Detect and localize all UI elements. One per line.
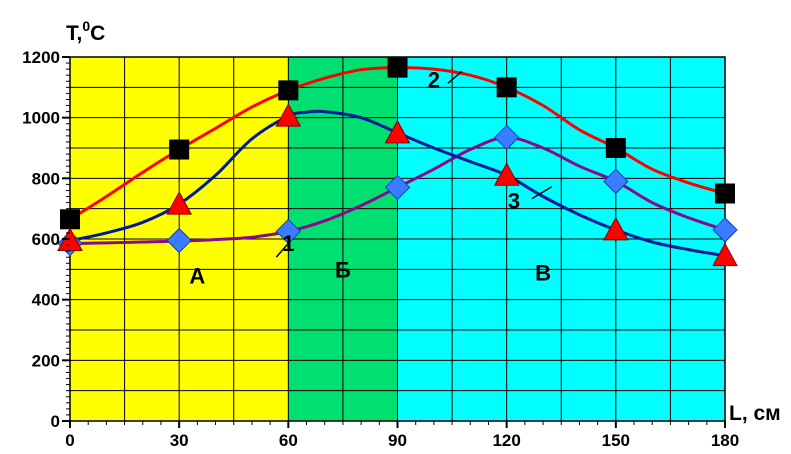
y-tick-label: 400 xyxy=(32,291,60,310)
zone-2-label: Б xyxy=(335,257,351,282)
y-axis-label-sup: 0 xyxy=(82,18,90,34)
series-2-point xyxy=(497,77,517,97)
x-tick-label: 180 xyxy=(711,431,739,450)
series-3-label: 3 xyxy=(508,189,520,214)
x-tick-label: 30 xyxy=(170,431,189,450)
y-tick-label: 1200 xyxy=(22,48,60,67)
series-2-point xyxy=(715,184,735,204)
x-tick-label: 0 xyxy=(65,431,74,450)
y-axis-label-unit: C xyxy=(90,22,105,45)
zone-1-label: А xyxy=(189,263,205,288)
y-axis-label-main: T, xyxy=(66,22,82,45)
x-tick-label: 150 xyxy=(602,431,630,450)
series-2-point xyxy=(60,209,80,229)
series-2-point xyxy=(278,80,298,100)
series-2-point xyxy=(169,140,189,160)
zone-3-label: В xyxy=(535,260,551,285)
x-axis-label: L, см xyxy=(729,402,781,425)
x-tick-label: 60 xyxy=(279,431,298,450)
y-tick-label: 1000 xyxy=(22,109,60,128)
x-tick-label: 90 xyxy=(388,431,407,450)
y-axis-label: T,0C xyxy=(66,18,105,45)
y-tick-label: 800 xyxy=(32,169,60,188)
y-tick-label: 200 xyxy=(32,351,60,370)
y-tick-label: 0 xyxy=(51,412,60,431)
series-2-label: 2 xyxy=(428,67,440,92)
series-2-point xyxy=(606,138,626,158)
x-tick-label: 120 xyxy=(492,431,520,450)
series-2-point xyxy=(388,58,408,78)
y-tick-label: 600 xyxy=(32,230,60,249)
